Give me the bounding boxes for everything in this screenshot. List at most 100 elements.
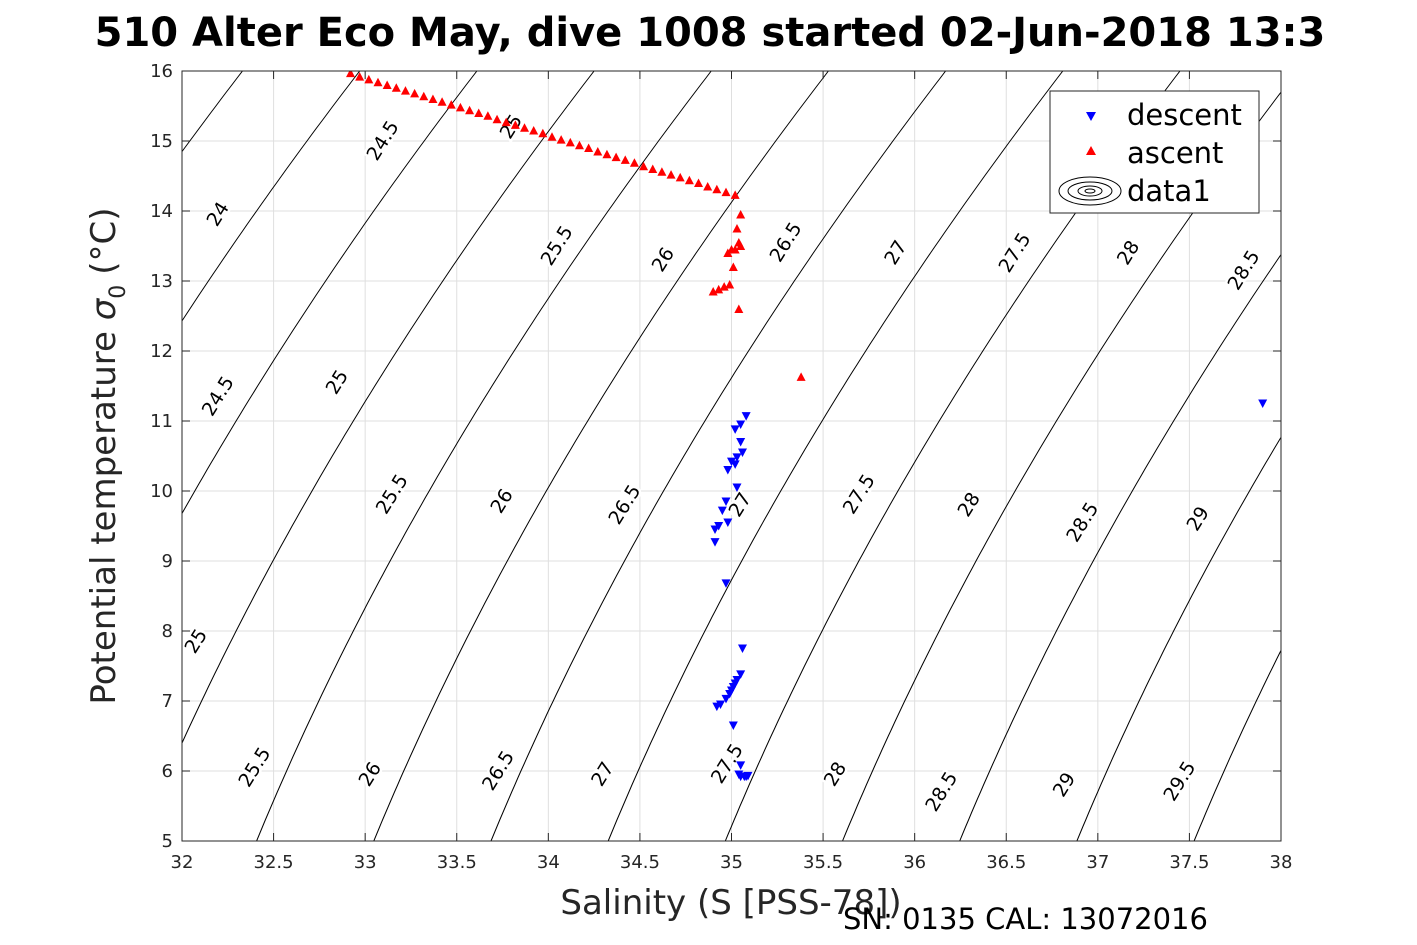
serial-calibration-annotation: SN: 0135 CAL: 13072016 bbox=[843, 902, 1208, 936]
x-tick-label: 35 bbox=[720, 852, 743, 873]
grid-lines bbox=[181, 70, 1282, 842]
descent-point bbox=[717, 506, 727, 516]
descent-point bbox=[736, 761, 746, 770]
y-tick-label: 7 bbox=[162, 691, 173, 712]
legend-descent-marker bbox=[1086, 112, 1096, 121]
ascent-point bbox=[483, 111, 493, 120]
y-tick-label: 16 bbox=[150, 61, 173, 82]
ascent-point bbox=[703, 182, 713, 191]
density-contour-line bbox=[256, 71, 712, 841]
ascent-point bbox=[719, 282, 729, 291]
ascent-point bbox=[730, 190, 740, 199]
y-tick-label: 11 bbox=[150, 411, 173, 432]
y-tick-label: 6 bbox=[162, 761, 173, 782]
x-tick-label: 36.5 bbox=[986, 852, 1026, 873]
ascent-point bbox=[736, 210, 746, 219]
x-tick-label: 35.5 bbox=[803, 852, 843, 873]
y-tick-label: 10 bbox=[150, 481, 173, 502]
ascent-point bbox=[714, 284, 724, 294]
ascent-point bbox=[611, 152, 621, 162]
ascent-point bbox=[712, 184, 722, 194]
x-tick-label: 36 bbox=[903, 852, 926, 873]
ascent-point bbox=[510, 120, 520, 129]
ascent-point bbox=[437, 97, 447, 106]
descent-point bbox=[728, 721, 738, 730]
ascent-point bbox=[373, 77, 383, 87]
ascent-point bbox=[657, 167, 667, 176]
descent-point bbox=[710, 525, 720, 534]
ascent-point bbox=[694, 178, 704, 187]
density-contour-line bbox=[373, 71, 830, 841]
ascent-point bbox=[639, 161, 649, 171]
ascent-point bbox=[584, 143, 594, 152]
y-axis-label-subscript: 0 bbox=[106, 285, 131, 299]
x-tick-label: 32 bbox=[171, 852, 194, 873]
legend-ascent-label: ascent bbox=[1127, 136, 1223, 170]
ascent-point bbox=[556, 135, 566, 144]
density-contour-line bbox=[959, 253, 1281, 841]
y-tick-label: 12 bbox=[150, 341, 173, 362]
ascent-point bbox=[474, 108, 484, 117]
descent-point bbox=[723, 466, 733, 475]
legend: descent ascent data1 bbox=[1049, 90, 1260, 214]
x-tick-label: 37 bbox=[1086, 852, 1109, 873]
descent-point bbox=[721, 497, 731, 506]
descent-point bbox=[732, 453, 742, 462]
ascent-point bbox=[391, 83, 401, 92]
ascent-point bbox=[684, 175, 694, 185]
ascent-point bbox=[492, 114, 502, 124]
ascent-point bbox=[382, 80, 392, 89]
ascent-point bbox=[538, 128, 548, 138]
y-tick-label: 5 bbox=[162, 831, 173, 852]
chart-title: 510 Alter Eco May, dive 1008 started 02-… bbox=[95, 10, 1326, 56]
legend-descent-label: descent bbox=[1127, 98, 1242, 132]
density-contour-line bbox=[182, 71, 361, 322]
density-contour-line bbox=[182, 71, 595, 745]
y-tick-label: 8 bbox=[162, 621, 173, 642]
ascent-point bbox=[574, 140, 584, 150]
density-contour-line bbox=[607, 71, 1064, 841]
descent-point bbox=[710, 538, 720, 547]
y-axis-label-sigma: σ bbox=[84, 297, 124, 320]
ascent-point bbox=[721, 187, 731, 197]
ascent-point bbox=[723, 248, 733, 257]
y-tick-label: 9 bbox=[162, 551, 173, 572]
x-tick-label: 37.5 bbox=[1169, 852, 1209, 873]
ascent-point bbox=[465, 105, 475, 115]
data-series bbox=[346, 71, 1268, 782]
ascent-point bbox=[675, 172, 685, 182]
descent-point bbox=[721, 694, 731, 704]
ascent-point bbox=[419, 91, 429, 101]
ascent-point bbox=[446, 100, 456, 109]
descent-point bbox=[743, 771, 753, 781]
y-tick-label: 15 bbox=[150, 131, 173, 152]
y-tick-label: 14 bbox=[150, 201, 173, 222]
ascent-point bbox=[400, 86, 410, 95]
x-tick-label: 34 bbox=[537, 852, 560, 873]
y-axis-label: Potential temperature σ0 (°C) bbox=[84, 207, 131, 704]
ascent-point bbox=[410, 88, 420, 98]
x-tick-label: 32.5 bbox=[254, 852, 294, 873]
descent-point bbox=[736, 420, 746, 429]
descent-point bbox=[723, 518, 733, 527]
descent-point bbox=[730, 460, 740, 469]
ascent-point bbox=[593, 147, 603, 156]
ascent-point bbox=[355, 72, 365, 81]
y-axis-label-main: Potential temperature bbox=[84, 320, 124, 704]
ascent-point bbox=[796, 372, 806, 381]
density-contour-line bbox=[490, 71, 947, 841]
ascent-point bbox=[725, 280, 735, 289]
ascent-point bbox=[428, 94, 438, 103]
ascent-point bbox=[602, 149, 612, 159]
ascent-point bbox=[629, 158, 639, 167]
ascent-point bbox=[529, 126, 539, 135]
density-contour-line bbox=[1297, 36, 1417, 876]
density-contour-line bbox=[182, 71, 478, 515]
ascent-point bbox=[708, 287, 718, 296]
legend-contour-label: data1 bbox=[1127, 174, 1211, 208]
x-tick-label: 33 bbox=[354, 852, 377, 873]
ascent-point bbox=[364, 74, 374, 84]
descent-point bbox=[1258, 399, 1268, 408]
y-tick-label: 13 bbox=[150, 271, 173, 292]
